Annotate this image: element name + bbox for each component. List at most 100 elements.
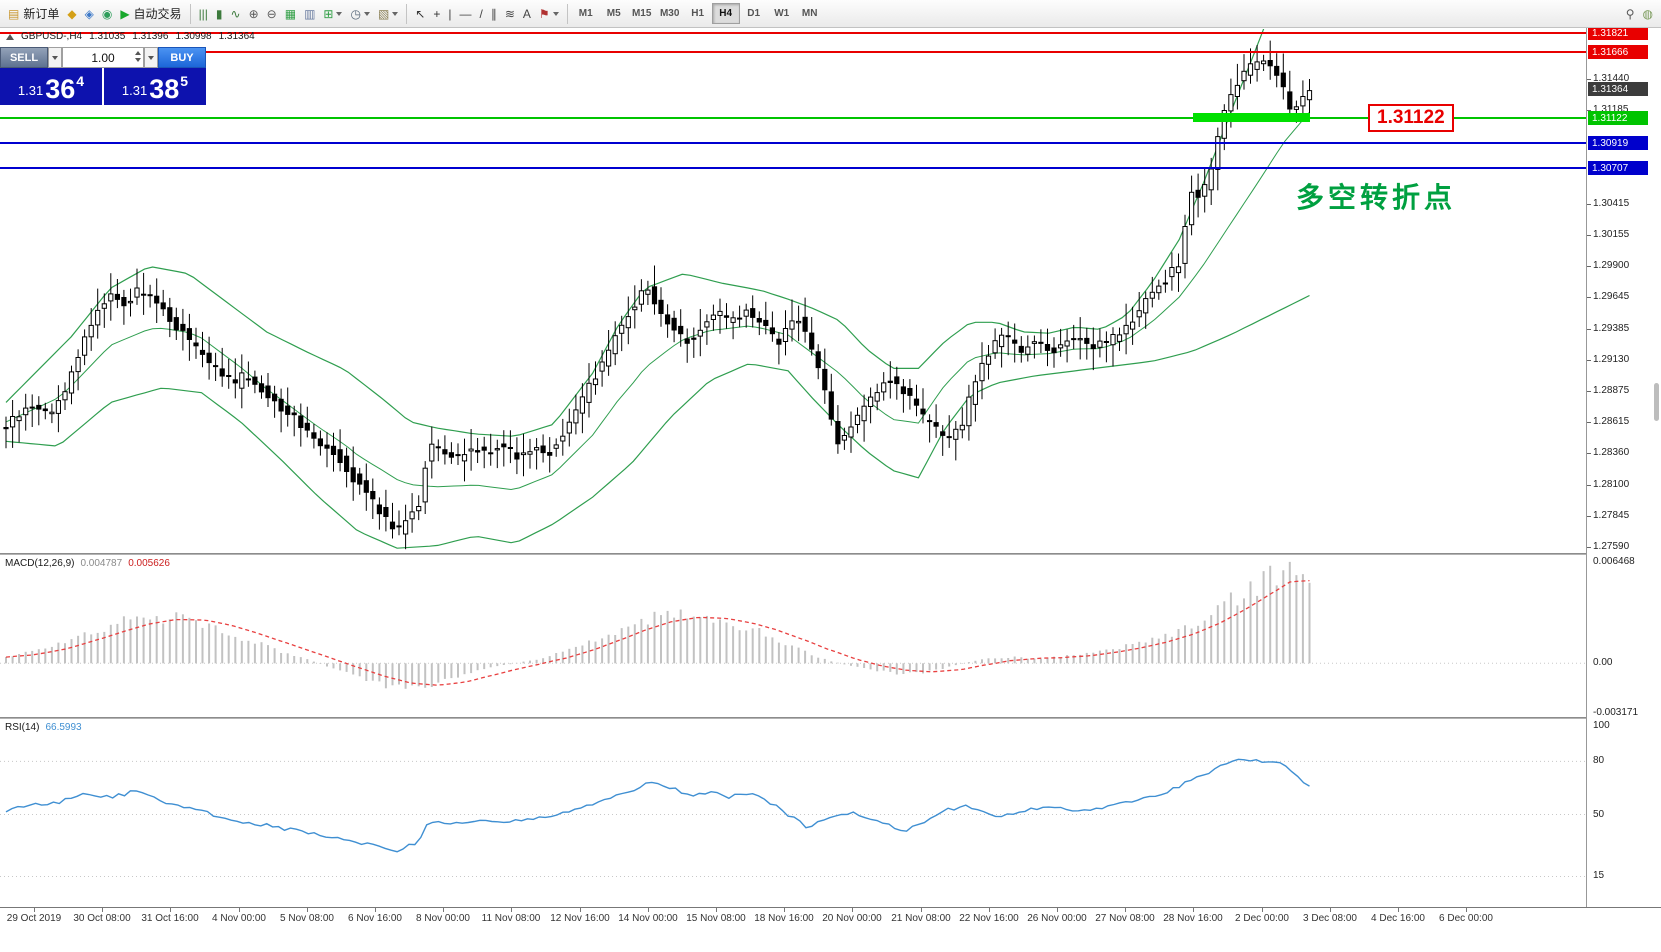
zoom-in-button[interactable]: ⊕ bbox=[245, 2, 263, 25]
vertical-line-button[interactable]: | bbox=[444, 2, 455, 25]
templates-button[interactable]: ▧ bbox=[374, 2, 402, 25]
toolbar-separator bbox=[406, 3, 408, 24]
candle-body bbox=[383, 507, 389, 517]
candle-body bbox=[317, 438, 323, 447]
bar-chart-button[interactable]: ||| bbox=[195, 2, 212, 25]
price-tick-label: 1.30155 bbox=[1593, 229, 1630, 240]
macd-panel-divider[interactable] bbox=[0, 553, 1661, 555]
crosshair-button[interactable]: + bbox=[429, 2, 444, 25]
price-tick bbox=[1587, 547, 1591, 548]
zoom-out-button[interactable]: ⊖ bbox=[263, 2, 281, 25]
price-tick-label: 1.29645 bbox=[1593, 291, 1630, 302]
timeframe-m30-button[interactable]: M30 bbox=[659, 8, 680, 19]
price-tick bbox=[1587, 79, 1591, 80]
cascade-windows-button[interactable]: ▥ bbox=[300, 2, 319, 25]
price-tick bbox=[1587, 297, 1591, 298]
toolbar-group-line-studies: ↖ + | — / ∥ ≋ A ⚑ bbox=[411, 0, 562, 27]
line-chart-button[interactable]: ∿ bbox=[227, 2, 245, 25]
candle-body bbox=[887, 380, 893, 384]
toolbar-separator bbox=[189, 3, 191, 24]
candle-body bbox=[330, 445, 337, 455]
price-level-callout[interactable]: 1.31122 bbox=[1368, 104, 1454, 132]
buy-button[interactable]: BUY bbox=[158, 47, 206, 68]
timeframe-m1-button[interactable]: M1 bbox=[578, 8, 593, 19]
cursor-button[interactable]: ↖ bbox=[411, 2, 429, 25]
candle-body bbox=[678, 325, 684, 335]
search-button[interactable]: ⚲ bbox=[1622, 2, 1639, 25]
candlestick-chart[interactable] bbox=[0, 29, 1586, 553]
timeframe-h1-button[interactable]: H1 bbox=[691, 8, 705, 19]
community-button[interactable]: ◍ bbox=[1639, 2, 1657, 25]
spinner-up-icon[interactable] bbox=[135, 51, 141, 55]
navigator-button[interactable]: ◉ bbox=[98, 2, 116, 25]
zoom-out-icon: ⊖ bbox=[266, 6, 277, 21]
trendline-button[interactable]: / bbox=[476, 2, 487, 25]
text-icon: A bbox=[522, 6, 531, 21]
price-tick-label: 1.29900 bbox=[1593, 260, 1630, 271]
support-zone-highlight[interactable] bbox=[1193, 113, 1310, 122]
buy-options-dropdown[interactable] bbox=[144, 47, 158, 68]
dropdown-caret-icon[interactable] bbox=[552, 11, 559, 16]
candle-body bbox=[1143, 298, 1149, 314]
candle-body bbox=[29, 406, 35, 409]
buy-price-display[interactable]: 1.31 38 5 bbox=[104, 68, 206, 105]
indicators-button[interactable]: ⊞ bbox=[319, 2, 346, 25]
arrows-button[interactable]: ⚑ bbox=[535, 2, 563, 25]
sell-price-display[interactable]: 1.31 36 4 bbox=[0, 68, 102, 105]
low-value: 1.30998 bbox=[175, 31, 212, 42]
price-level-badge-1.31122: 1.31122 bbox=[1588, 111, 1648, 125]
candlestick-chart-button[interactable]: ▮ bbox=[212, 2, 227, 25]
candle-body bbox=[658, 299, 664, 314]
candle-body bbox=[272, 393, 278, 402]
timeframe-d1-button[interactable]: D1 bbox=[747, 8, 761, 19]
time-tick bbox=[1125, 908, 1126, 912]
candle-body bbox=[1005, 335, 1011, 338]
candle-body bbox=[972, 381, 978, 405]
tile-windows-button[interactable]: ▦ bbox=[281, 2, 300, 25]
candle-body bbox=[435, 446, 441, 449]
candle-body bbox=[232, 379, 238, 384]
sell-options-dropdown[interactable] bbox=[48, 47, 62, 68]
search-icon: ⚲ bbox=[1625, 6, 1635, 21]
rsi-panel-divider[interactable] bbox=[0, 717, 1661, 719]
volume-input[interactable]: 1.00 bbox=[62, 47, 144, 68]
time-axis[interactable]: 29 Oct 2019 30 Oct 08:00 31 Oct 16:00 4 Nov… bbox=[0, 907, 1661, 933]
candle-body bbox=[1051, 347, 1057, 354]
candle-body bbox=[409, 511, 415, 520]
sell-button[interactable]: SELL bbox=[0, 47, 48, 68]
text-button[interactable]: A bbox=[519, 2, 535, 25]
candle-body bbox=[49, 411, 55, 415]
timeframe-h4-button[interactable]: H4 bbox=[711, 3, 740, 24]
macd-chart[interactable] bbox=[0, 556, 1586, 717]
volume-spinner[interactable] bbox=[135, 51, 141, 62]
data-window-button[interactable]: ◈ bbox=[81, 2, 98, 25]
timeframe-mn-button[interactable]: MN bbox=[801, 8, 818, 19]
time-axis-label: 22 Nov 16:00 bbox=[959, 913, 1019, 924]
dropdown-caret-icon[interactable] bbox=[336, 11, 343, 16]
price-tick-label: 1.31185 bbox=[1593, 104, 1629, 115]
market-watch-button[interactable]: ◆ bbox=[63, 2, 80, 25]
candle-body bbox=[632, 306, 638, 311]
autotrading-button[interactable]: ▶ 自动交易 bbox=[116, 2, 185, 25]
rsi-chart[interactable] bbox=[0, 720, 1586, 906]
new-order-button[interactable]: ▤ 新订单 bbox=[4, 2, 63, 25]
candle-body bbox=[697, 329, 703, 337]
candle-body bbox=[344, 455, 350, 473]
horizontal-line-button[interactable]: — bbox=[456, 2, 476, 25]
scrollbar-thumb[interactable] bbox=[1654, 383, 1659, 421]
fibonacci-button[interactable]: ≋ bbox=[501, 2, 519, 25]
candle-body bbox=[389, 521, 396, 530]
spinner-down-icon[interactable] bbox=[135, 58, 141, 62]
timeframe-w1-button[interactable]: W1 bbox=[774, 8, 790, 19]
channel-button[interactable]: ∥ bbox=[487, 2, 501, 25]
timeframe-m15-button[interactable]: M15 bbox=[631, 8, 652, 19]
dropdown-caret-icon[interactable] bbox=[392, 11, 399, 16]
turning-point-annotation[interactable]: 多空转折点 bbox=[1296, 182, 1457, 213]
time-tick bbox=[852, 908, 853, 912]
candle-body bbox=[946, 436, 952, 439]
price-axis[interactable]: 1.31440 1.31185 1.30415 1.30155 1.29900 1.296… bbox=[1586, 26, 1661, 908]
candle-body bbox=[599, 361, 605, 372]
timeframe-m5-button[interactable]: M5 bbox=[606, 8, 621, 19]
dropdown-caret-icon[interactable] bbox=[363, 11, 370, 16]
periods-button[interactable]: ◷ bbox=[346, 2, 373, 25]
